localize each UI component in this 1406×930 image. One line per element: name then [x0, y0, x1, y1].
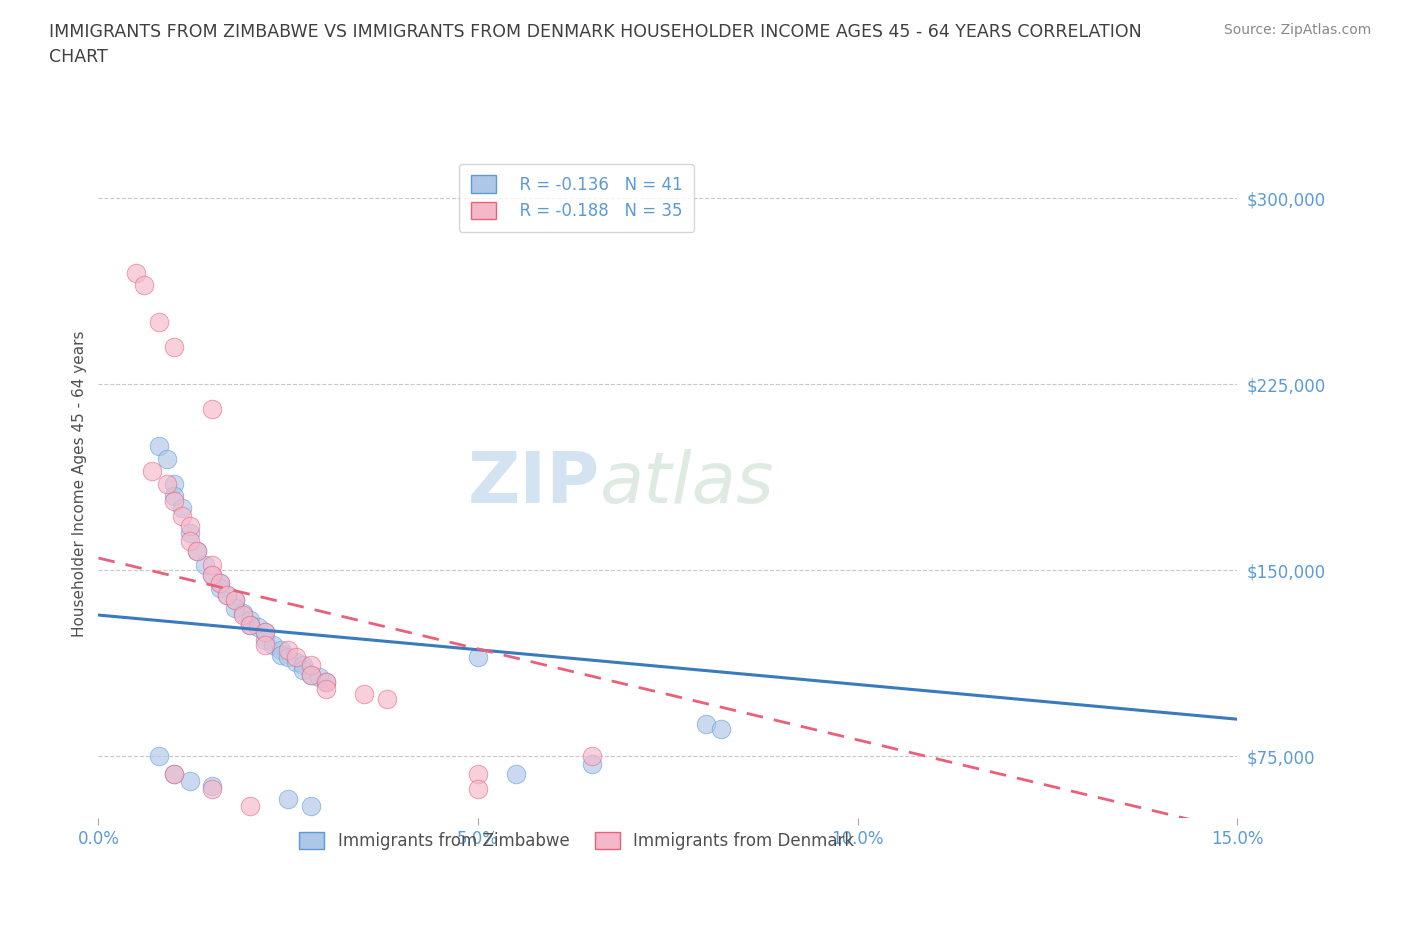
Point [284, 650, 307, 665]
Point [201, 402, 224, 417]
Text: ZIP: ZIP [467, 449, 599, 518]
Point [505, 766, 527, 781]
Point [163, 339, 186, 354]
Point [308, 670, 330, 684]
Point [239, 618, 262, 632]
Point [163, 766, 186, 781]
Point [141, 464, 163, 479]
Point [224, 600, 246, 615]
Point [710, 722, 733, 737]
Point [467, 781, 489, 796]
Point [148, 439, 170, 454]
Point [156, 451, 179, 466]
Point [170, 501, 193, 516]
Point [277, 643, 299, 658]
Point [292, 658, 315, 672]
Point [201, 568, 224, 583]
Point [224, 592, 246, 607]
Point [148, 749, 170, 764]
Point [254, 637, 277, 652]
Point [208, 576, 231, 591]
Point [581, 756, 603, 771]
Point [292, 662, 315, 677]
Point [375, 692, 398, 707]
Point [315, 674, 337, 689]
Point [179, 774, 201, 789]
Point [467, 766, 489, 781]
Point [246, 620, 269, 635]
Point [254, 632, 277, 647]
Point [299, 667, 322, 682]
Point [163, 494, 186, 509]
Point [186, 543, 208, 558]
Point [315, 682, 337, 697]
Point [186, 543, 208, 558]
Text: IMMIGRANTS FROM ZIMBABWE VS IMMIGRANTS FROM DENMARK HOUSEHOLDER INCOME AGES 45 -: IMMIGRANTS FROM ZIMBABWE VS IMMIGRANTS F… [49, 23, 1142, 66]
Point [284, 655, 307, 670]
Point [125, 265, 148, 280]
Point [156, 476, 179, 491]
Point [179, 518, 201, 533]
Point [217, 588, 239, 603]
Point [132, 278, 155, 293]
Point [695, 717, 717, 732]
Point [148, 315, 170, 330]
Point [239, 613, 262, 628]
Point [201, 781, 224, 796]
Point [179, 525, 201, 540]
Point [315, 674, 337, 689]
Point [581, 749, 603, 764]
Point [299, 799, 322, 814]
Point [270, 647, 292, 662]
Point [299, 667, 322, 682]
Point [217, 588, 239, 603]
Point [353, 687, 375, 702]
Text: atlas: atlas [599, 449, 775, 518]
Point [201, 568, 224, 583]
Point [194, 558, 217, 573]
Point [277, 791, 299, 806]
Point [163, 488, 186, 503]
Point [277, 650, 299, 665]
Point [224, 592, 246, 607]
Point [270, 643, 292, 658]
Point [163, 476, 186, 491]
Point [170, 509, 193, 524]
Point [254, 625, 277, 640]
Point [254, 625, 277, 640]
Point [201, 778, 224, 793]
Legend: Immigrants from Zimbabwe, Immigrants from Denmark: Immigrants from Zimbabwe, Immigrants fro… [292, 826, 860, 857]
Point [232, 607, 254, 622]
Point [467, 650, 489, 665]
Point [179, 533, 201, 548]
Point [208, 580, 231, 595]
Point [163, 766, 186, 781]
Point [208, 576, 231, 591]
Point [232, 605, 254, 620]
Text: Source: ZipAtlas.com: Source: ZipAtlas.com [1223, 23, 1371, 37]
Point [262, 637, 284, 652]
Point [299, 658, 322, 672]
Y-axis label: Householder Income Ages 45 - 64 years: Householder Income Ages 45 - 64 years [72, 330, 87, 637]
Point [239, 799, 262, 814]
Point [201, 558, 224, 573]
Point [239, 618, 262, 632]
